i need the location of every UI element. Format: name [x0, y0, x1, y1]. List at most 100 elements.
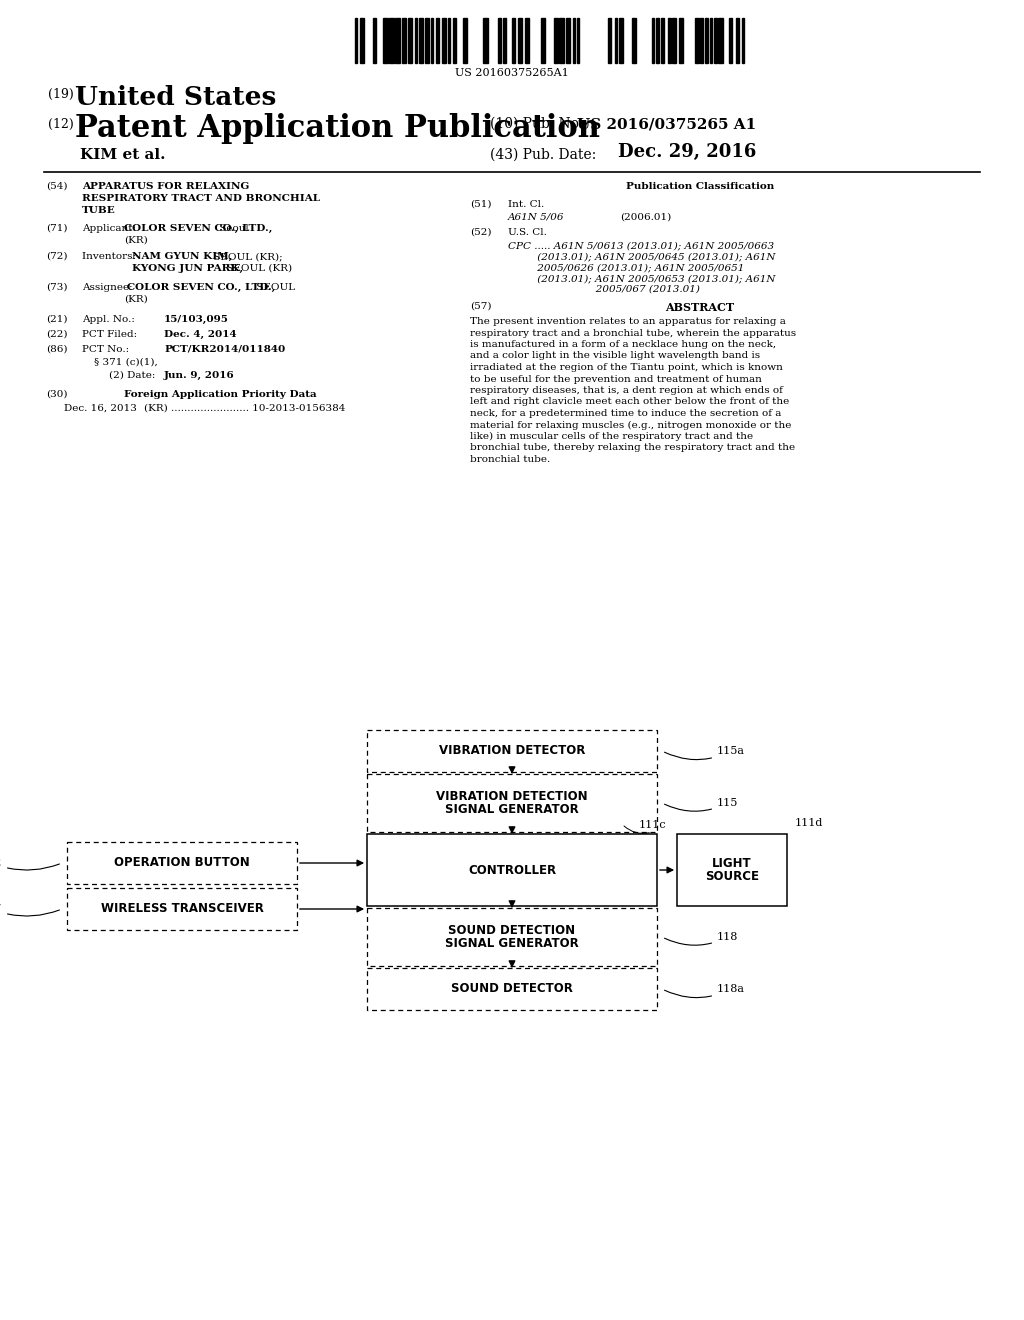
Bar [566, 18, 570, 63]
Text: (73): (73) [46, 282, 68, 292]
Bar [367, 774, 657, 832]
Text: SEOUL: SEOUL [253, 282, 295, 292]
Bar [672, 18, 677, 63]
Bar [679, 18, 683, 63]
Text: 2005/067 (2013.01): 2005/067 (2013.01) [508, 285, 699, 294]
Text: (2013.01); A61N 2005/0645 (2013.01); A61N: (2013.01); A61N 2005/0645 (2013.01); A61… [508, 252, 775, 261]
Text: SOUND DETECTION: SOUND DETECTION [449, 924, 575, 937]
Bar [435, 18, 439, 63]
Text: Assignee:: Assignee: [82, 282, 136, 292]
Text: US 20160375265A1: US 20160375265A1 [455, 69, 569, 78]
Bar [367, 908, 657, 966]
Bar [524, 18, 528, 63]
Text: LIGHT: LIGHT [712, 857, 752, 870]
Text: Foreign Application Priority Data: Foreign Application Priority Data [124, 389, 316, 399]
Bar [660, 18, 665, 63]
Text: (72): (72) [46, 252, 68, 261]
Text: to be useful for the prevention and treatment of human: to be useful for the prevention and trea… [470, 375, 762, 384]
Bar [656, 18, 659, 63]
Bar [518, 18, 522, 63]
Text: COLOR SEVEN CO., LTD.,: COLOR SEVEN CO., LTD., [124, 224, 272, 234]
Text: RESPIRATORY TRACT AND BRONCHIAL: RESPIRATORY TRACT AND BRONCHIAL [82, 194, 321, 203]
Bar [652, 18, 654, 63]
Text: (2013.01); A61N 2005/0653 (2013.01); A61N: (2013.01); A61N 2005/0653 (2013.01); A61… [508, 275, 775, 282]
Bar [669, 18, 671, 63]
Text: respiratory diseases, that is, a dent region at which ends of: respiratory diseases, that is, a dent re… [470, 385, 783, 395]
Text: 15/103,095: 15/103,095 [164, 315, 229, 323]
Bar [408, 18, 412, 63]
Bar [67, 842, 297, 884]
Text: (52): (52) [470, 228, 492, 238]
Text: (57): (57) [470, 302, 492, 312]
Bar [503, 18, 507, 63]
Text: 115: 115 [665, 799, 738, 812]
Text: 115a: 115a [665, 746, 745, 759]
Text: (KR): (KR) [124, 294, 147, 304]
Text: U.S. Cl.: U.S. Cl. [508, 228, 547, 238]
Text: is manufactured in a form of a necklace hung on the neck,: is manufactured in a form of a necklace … [470, 341, 776, 348]
Bar [728, 18, 732, 63]
Text: SIGNAL GENERATOR: SIGNAL GENERATOR [445, 804, 579, 816]
Text: VIBRATION DETECTOR: VIBRATION DETECTOR [439, 744, 585, 758]
Text: SOURCE: SOURCE [705, 870, 759, 883]
Text: (2006.01): (2006.01) [620, 213, 672, 222]
Text: PCT No.:: PCT No.: [82, 345, 129, 354]
Text: OPERATION BUTTON: OPERATION BUTTON [114, 857, 250, 870]
Text: (86): (86) [46, 345, 68, 354]
Text: SOUND DETECTOR: SOUND DETECTOR [451, 982, 573, 995]
Bar [67, 888, 297, 931]
Text: NAM GYUN KIM,: NAM GYUN KIM, [132, 252, 232, 261]
Text: PCT/KR2014/011840: PCT/KR2014/011840 [164, 345, 286, 354]
Bar [578, 18, 579, 63]
Text: United States: United States [75, 84, 276, 110]
Bar [742, 18, 743, 63]
Bar [633, 18, 636, 63]
Text: PCT Filed:: PCT Filed: [82, 330, 137, 339]
Bar [499, 18, 501, 63]
Text: (51): (51) [470, 201, 492, 209]
Text: CONTROLLER: CONTROLLER [468, 863, 556, 876]
Text: (30): (30) [46, 389, 68, 399]
Bar [735, 18, 739, 63]
Bar [695, 18, 699, 63]
Text: SEOUL (KR);: SEOUL (KR); [210, 252, 283, 261]
Text: 117: 117 [0, 904, 59, 916]
Bar [447, 18, 450, 63]
Bar [420, 18, 423, 63]
Bar [512, 18, 515, 63]
Bar [389, 18, 394, 63]
Bar [415, 18, 417, 63]
Bar [608, 18, 611, 63]
Bar [383, 18, 387, 63]
Text: APPARATUS FOR RELAXING: APPARATUS FOR RELAXING [82, 182, 250, 191]
Text: Int. Cl.: Int. Cl. [508, 201, 544, 209]
Text: Dec. 4, 2014: Dec. 4, 2014 [164, 330, 237, 339]
Text: 111c: 111c [639, 820, 667, 830]
Bar [677, 834, 787, 906]
Bar [559, 18, 563, 63]
Text: 112: 112 [0, 858, 59, 870]
Bar [454, 18, 456, 63]
Bar [395, 18, 399, 63]
Bar [360, 18, 365, 63]
Text: left and right clavicle meet each other below the front of the: left and right clavicle meet each other … [470, 397, 790, 407]
Text: CPC ..... ​A61N 5/0613 (2013.01); A61N 2005/0663: CPC ..... ​A61N 5/0613 (2013.01); A61N 2… [508, 242, 774, 249]
Text: VIBRATION DETECTION: VIBRATION DETECTION [436, 789, 588, 803]
Bar [367, 968, 657, 1010]
Text: bronchial tube, thereby relaxing the respiratory tract and the: bronchial tube, thereby relaxing the res… [470, 444, 795, 453]
Text: (10) Pub. No.:: (10) Pub. No.: [490, 117, 592, 131]
Text: KIM et al.: KIM et al. [80, 148, 166, 162]
Text: respiratory tract and a bronchial tube, wherein the apparatus: respiratory tract and a bronchial tube, … [470, 329, 796, 338]
Text: Applicant:: Applicant: [82, 224, 139, 234]
Bar [618, 18, 624, 63]
Bar [401, 18, 407, 63]
Bar [714, 18, 717, 63]
Text: (19): (19) [48, 88, 78, 102]
Text: (22): (22) [46, 330, 68, 339]
Text: KYONG JUN PARK,: KYONG JUN PARK, [132, 264, 243, 273]
Text: Appl. No.:: Appl. No.: [82, 315, 135, 323]
Text: Patent Application Publication: Patent Application Publication [75, 114, 600, 144]
Text: (21): (21) [46, 315, 68, 323]
Text: (12): (12) [48, 117, 78, 131]
Bar [541, 18, 545, 63]
